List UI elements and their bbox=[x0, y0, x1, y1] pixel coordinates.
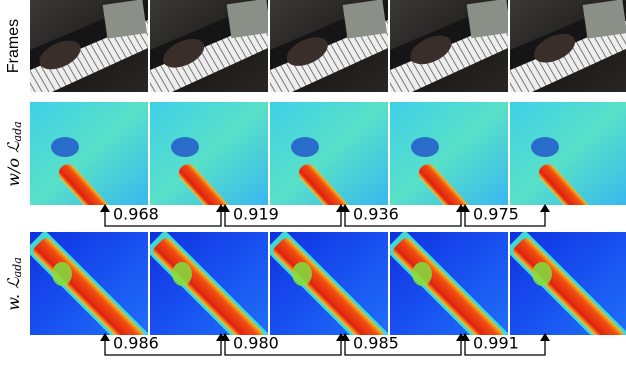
similarity-score: 0.968 bbox=[113, 205, 159, 224]
sheet bbox=[103, 0, 147, 39]
cold-blob bbox=[51, 137, 79, 157]
video-frame bbox=[390, 0, 511, 102]
heatmap bbox=[510, 102, 626, 243]
hand-blob bbox=[52, 262, 72, 286]
label-text: Frames bbox=[5, 19, 22, 73]
similarity-score: 0.985 bbox=[353, 334, 399, 353]
tile-content bbox=[150, 0, 271, 102]
score-bracket: 0.980 bbox=[220, 333, 346, 355]
sheet bbox=[343, 0, 387, 39]
sheet bbox=[467, 0, 511, 38]
label-symbol: ℒ bbox=[4, 141, 23, 153]
video-frame bbox=[30, 0, 148, 102]
sheet bbox=[227, 0, 271, 38]
video-frame bbox=[150, 0, 271, 102]
cold-blob bbox=[411, 137, 439, 157]
tile-content bbox=[390, 0, 511, 102]
tile-content bbox=[510, 0, 626, 102]
similarity-score: 0.986 bbox=[113, 334, 159, 353]
similarity-score: 0.980 bbox=[233, 334, 279, 353]
score-bracket: 0.975 bbox=[460, 204, 550, 226]
label-subscript: ada bbox=[11, 257, 24, 277]
similarity-score: 0.936 bbox=[353, 205, 399, 224]
tile-content bbox=[30, 0, 148, 102]
hand-blob bbox=[412, 262, 432, 286]
hand-blob bbox=[172, 262, 192, 286]
cold-blob bbox=[531, 137, 559, 157]
figure: Frames w/o ℒada w. ℒada 0.968 0.919 0.936 0.975 0… bbox=[0, 0, 626, 366]
video-frame bbox=[510, 0, 626, 102]
cold-blob bbox=[291, 137, 319, 157]
row-label: w/o ℒada bbox=[4, 121, 25, 186]
tile-content bbox=[505, 230, 626, 356]
score-bracket: 0.985 bbox=[340, 333, 466, 355]
score-bracket: 0.968 bbox=[100, 204, 226, 226]
similarity-score: 0.991 bbox=[473, 334, 519, 353]
cold-blob bbox=[171, 137, 199, 157]
tile-content bbox=[510, 102, 626, 243]
score-bracket: 0.919 bbox=[220, 204, 346, 226]
hand-blob bbox=[292, 262, 312, 286]
hand-blob bbox=[532, 262, 552, 286]
row-label: w. ℒada bbox=[4, 257, 25, 311]
heatmap bbox=[505, 230, 626, 356]
arrow-head bbox=[540, 204, 550, 212]
label-text: w. bbox=[4, 294, 23, 311]
row-label: Frames bbox=[5, 19, 22, 73]
score-bracket: 0.936 bbox=[340, 204, 466, 226]
video-frame bbox=[270, 0, 388, 102]
score-bracket: 0.986 bbox=[100, 333, 226, 355]
label-symbol: ℒ bbox=[4, 277, 23, 289]
arrow-head bbox=[100, 204, 110, 212]
similarity-score: 0.919 bbox=[233, 205, 279, 224]
label-text: w/o bbox=[4, 158, 23, 187]
label-subscript: ada bbox=[11, 121, 24, 141]
similarity-score: 0.975 bbox=[473, 205, 519, 224]
score-bracket: 0.991 bbox=[460, 333, 550, 355]
tile-content bbox=[270, 0, 388, 102]
sheet bbox=[583, 0, 626, 39]
